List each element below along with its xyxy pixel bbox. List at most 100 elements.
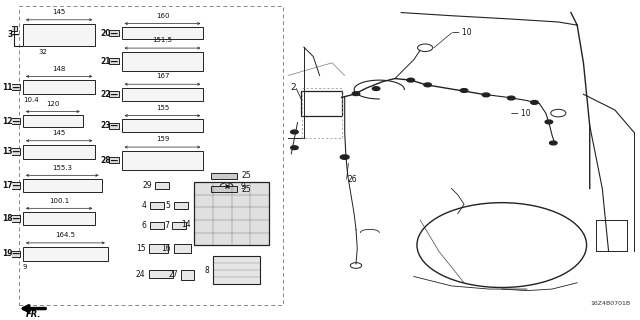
Text: 160: 160 [156,13,169,19]
Text: 23—: 23— [100,121,118,130]
Bar [109,91,119,97]
Bar [10,182,20,188]
Text: 9: 9 [22,264,27,270]
Bar [122,151,204,170]
Bar [122,88,204,100]
Circle shape [291,146,298,149]
Text: 164.5: 164.5 [56,232,76,238]
Circle shape [372,87,380,91]
Bar [212,256,260,284]
Bar [23,247,108,261]
Text: 8: 8 [205,266,209,275]
Circle shape [407,78,415,82]
Bar [10,84,20,90]
Bar [174,202,188,209]
Text: 16: 16 [161,244,171,253]
Bar [155,182,169,188]
Text: 4: 4 [142,201,147,210]
Bar [181,270,194,280]
Bar [10,148,20,155]
Text: 145: 145 [52,9,66,15]
Text: 28—: 28— [100,156,118,165]
Bar [122,52,204,71]
Bar [150,202,164,209]
Bar [109,58,119,64]
Circle shape [291,130,298,134]
Text: 18—: 18— [2,214,20,223]
Bar [23,80,95,94]
Bar [23,24,95,45]
Text: 16Z4B0701B: 16Z4B0701B [591,301,630,306]
Text: 22—: 22— [100,90,118,99]
Bar [23,212,95,225]
Text: 167: 167 [156,74,169,79]
Bar [122,119,204,132]
Bar [19,6,283,305]
Text: 32: 32 [38,49,47,55]
Bar [174,244,191,253]
Text: 17—: 17— [2,181,20,190]
Bar [10,118,20,124]
Text: — 10: — 10 [451,28,471,37]
Text: 7: 7 [164,221,169,230]
Text: 25: 25 [242,185,252,194]
Bar [109,157,119,164]
Bar [150,222,164,229]
Text: 27: 27 [168,270,178,279]
Bar [211,186,237,192]
Text: 155.3: 155.3 [52,164,72,171]
Text: 159: 159 [156,136,169,142]
Text: 26: 26 [348,175,358,184]
Bar [194,182,269,245]
Bar [109,30,119,36]
Text: 155: 155 [156,105,169,111]
Text: 6: 6 [142,221,147,230]
Text: 19—: 19— [2,249,20,258]
Circle shape [545,120,553,124]
Text: 24: 24 [136,270,145,279]
Bar [194,220,211,229]
Text: 12—: 12— [2,117,20,126]
Text: 5: 5 [166,201,171,210]
Text: 21—: 21— [100,57,118,66]
Text: 25: 25 [242,172,252,180]
Circle shape [352,92,360,95]
Bar [23,115,83,127]
Text: 20—: 20— [100,29,118,38]
Circle shape [508,96,515,100]
Text: 14: 14 [181,220,191,229]
Text: 11—: 11— [2,83,20,92]
Bar [23,145,95,159]
Text: 29: 29 [142,180,152,189]
Bar [10,26,17,31]
Circle shape [460,89,468,92]
Text: 2: 2 [290,84,296,92]
Text: 10.4: 10.4 [24,97,39,103]
Bar [10,215,20,221]
Bar [109,123,119,129]
Bar [122,27,204,39]
Circle shape [483,93,490,97]
Bar [23,179,102,192]
Bar [172,222,186,229]
Bar [148,270,173,278]
Bar [596,220,627,252]
Text: 13—: 13— [2,147,20,156]
Text: — 10: — 10 [511,108,531,118]
Circle shape [424,83,431,87]
Circle shape [550,141,557,145]
Bar [301,91,342,116]
Text: 151.5: 151.5 [152,37,172,44]
Bar [10,251,20,257]
Text: 148: 148 [52,66,66,72]
Text: 120: 120 [46,101,60,107]
Text: 3—: 3— [7,30,20,39]
Text: FR.: FR. [26,310,42,319]
Circle shape [340,155,349,159]
Circle shape [531,100,538,104]
Text: 100.1: 100.1 [49,198,69,204]
Text: 15: 15 [136,244,145,253]
Text: 145: 145 [52,130,66,136]
Bar [148,244,168,253]
Text: 9: 9 [241,181,245,190]
